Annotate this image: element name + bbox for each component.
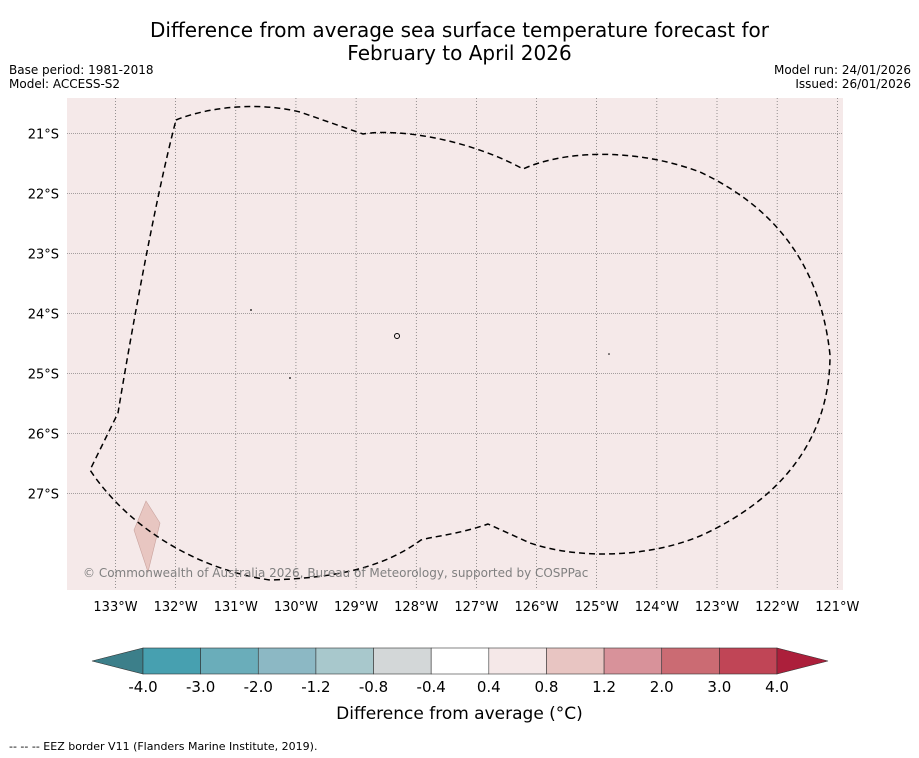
longitude-label: 131°W bbox=[214, 600, 258, 615]
base-period: Base period: 1981-2018 bbox=[9, 63, 154, 77]
latitude-label: 27°S bbox=[28, 488, 59, 503]
latitude-label: 21°S bbox=[28, 128, 59, 143]
colorbar-tick-label: -4.0 bbox=[128, 678, 157, 696]
latitude-labels: 21°S 22°S 23°S 24°S 25°S 26°S 27°S bbox=[28, 128, 59, 503]
longitude-label: 129°W bbox=[334, 600, 378, 615]
colorbar-tick-label: -0.4 bbox=[417, 678, 446, 696]
eez-border bbox=[89, 105, 831, 581]
island-3 bbox=[289, 377, 291, 379]
colorbar-tick-label: 0.8 bbox=[535, 678, 559, 696]
longitude-label: 123°W bbox=[695, 600, 739, 615]
colorbar-label: Difference from average (°C) bbox=[336, 704, 583, 724]
ocean-background bbox=[67, 98, 843, 590]
colorbar: -4.0 -3.0 -2.0 -1.2 -0.8 -0.4 0.4 0.8 1.2 2.0 3.0 4… bbox=[91, 647, 829, 696]
metadata-left: Base period: 1981-2018 Model: ACCESS-S2 bbox=[9, 63, 154, 91]
longitude-label: 128°W bbox=[394, 600, 438, 615]
longitude-labels: 133°W 132°W 131°W 130°W 129°W 128°W 127°W 126°W… bbox=[93, 600, 859, 615]
colorbar-tick-label: 2.0 bbox=[650, 678, 674, 696]
colorbar-segment bbox=[719, 647, 778, 675]
colorbar-segment bbox=[142, 647, 201, 675]
longitude-label: 121°W bbox=[815, 600, 859, 615]
colorbar-segment bbox=[257, 647, 317, 675]
colorbar-tick-label: -0.8 bbox=[359, 678, 388, 696]
eez-footnote: -- -- -- EEZ border V11 (Flanders Marine… bbox=[9, 740, 318, 753]
longitude-label: 125°W bbox=[575, 600, 619, 615]
island-1 bbox=[394, 333, 400, 339]
colorbar-tick-label: 1.2 bbox=[592, 678, 616, 696]
latitude-label: 22°S bbox=[28, 188, 59, 203]
island-2 bbox=[250, 309, 252, 311]
longitude-label: 122°W bbox=[755, 600, 799, 615]
map-canvas: © Commonwealth of Australia 2026, Bureau… bbox=[28, 98, 860, 696]
colorbar-min-extend bbox=[91, 647, 144, 675]
colorbar-segment bbox=[200, 647, 259, 675]
latitude-label: 23°S bbox=[28, 248, 59, 263]
colorbar-segment bbox=[661, 647, 720, 675]
colorbar-tick-label: -2.0 bbox=[244, 678, 273, 696]
latitude-label: 26°S bbox=[28, 428, 59, 443]
title-line-2: February to April 2026 bbox=[347, 41, 572, 65]
colorbar-tick-label: 4.0 bbox=[765, 678, 789, 696]
colorbar-tick-label: -1.2 bbox=[301, 678, 330, 696]
map-title: Difference from average sea surface temp… bbox=[0, 19, 919, 65]
colorbar-segment bbox=[430, 647, 490, 675]
longitude-label: 127°W bbox=[454, 600, 498, 615]
colorbar-segment bbox=[603, 647, 663, 675]
title-line-1: Difference from average sea surface temp… bbox=[149, 18, 769, 42]
colorbar-tick-label: -3.0 bbox=[186, 678, 215, 696]
model-run: Model run: 24/01/2026 bbox=[773, 63, 911, 77]
metadata-right: Model run: 24/01/2026 Issued: 26/01/2026 bbox=[774, 63, 911, 91]
colorbar-segment bbox=[373, 647, 432, 675]
longitude-label: 126°W bbox=[514, 600, 558, 615]
colorbar-segment bbox=[546, 647, 605, 675]
latitude-label: 25°S bbox=[28, 368, 59, 383]
longitude-label: 133°W bbox=[93, 600, 137, 615]
longitude-label: 132°W bbox=[154, 600, 198, 615]
colorbar-tick-label: 0.4 bbox=[477, 678, 501, 696]
copyright-text: © Commonwealth of Australia 2026, Bureau… bbox=[83, 566, 588, 580]
colorbar-segment bbox=[488, 647, 547, 675]
gridlines bbox=[67, 98, 843, 590]
latitude-label: 24°S bbox=[28, 308, 59, 323]
issued-date: Issued: 26/01/2026 bbox=[795, 77, 911, 91]
island-4 bbox=[608, 353, 610, 355]
colorbar-segment bbox=[315, 647, 374, 675]
longitude-label: 124°W bbox=[635, 600, 679, 615]
colorbar-max-extend bbox=[776, 647, 829, 675]
colorbar-tick-label: 3.0 bbox=[707, 678, 731, 696]
warm-anomaly-patch bbox=[133, 500, 161, 574]
longitude-label: 130°W bbox=[274, 600, 318, 615]
model-name: Model: ACCESS-S2 bbox=[9, 77, 121, 91]
